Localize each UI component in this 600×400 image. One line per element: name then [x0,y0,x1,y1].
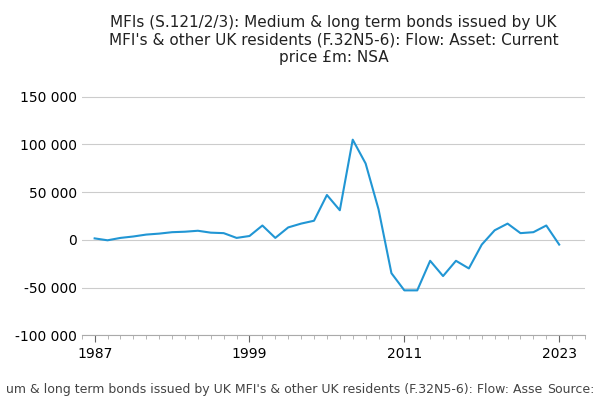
Text: um & long term bonds issued by UK MFI's & other UK residents (F.32N5-6): Flow: A: um & long term bonds issued by UK MFI's … [6,383,542,396]
Text: Source:: Source: [547,383,594,396]
Title: MFIs (S.121/2/3): Medium & long term bonds issued by UK
MFI's & other UK residen: MFIs (S.121/2/3): Medium & long term bon… [109,15,558,65]
